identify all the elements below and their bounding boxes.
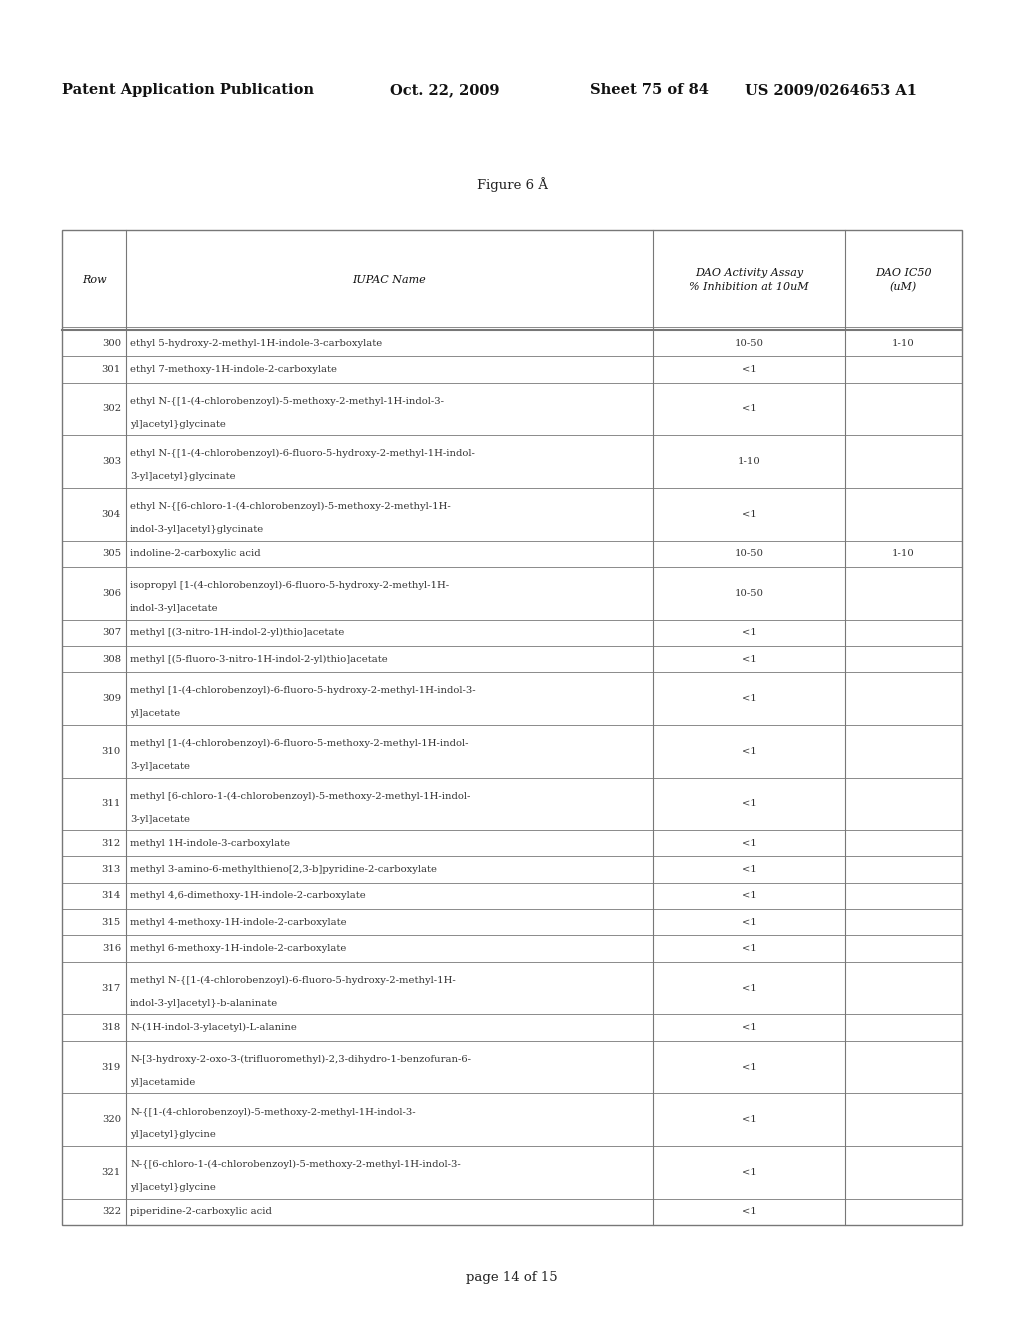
Text: Patent Application Publication: Patent Application Publication	[62, 83, 314, 96]
Text: indol-3-yl]acetyl}glycinate: indol-3-yl]acetyl}glycinate	[130, 525, 264, 535]
Text: <1: <1	[741, 628, 757, 638]
Text: Oct. 22, 2009: Oct. 22, 2009	[390, 83, 500, 96]
Text: DAO IC50: DAO IC50	[876, 268, 932, 279]
Text: 307: 307	[101, 628, 121, 638]
Bar	[62, 230, 962, 1225]
Text: N-{[6-chloro-1-(4-chlorobenzoyl)-5-methoxy-2-methyl-1H-indol-3-: N-{[6-chloro-1-(4-chlorobenzoyl)-5-metho…	[130, 1160, 461, 1170]
Text: 313: 313	[101, 865, 121, 874]
Text: ethyl 5-hydroxy-2-methyl-1H-indole-3-carboxylate: ethyl 5-hydroxy-2-methyl-1H-indole-3-car…	[130, 339, 382, 347]
Text: 321: 321	[101, 1168, 121, 1177]
Text: yl]acetamide: yl]acetamide	[130, 1077, 196, 1086]
Text: 1-10: 1-10	[737, 457, 761, 466]
Text: 303: 303	[101, 457, 121, 466]
Text: <1: <1	[741, 917, 757, 927]
Text: isopropyl [1-(4-chlorobenzoyl)-6-fluoro-5-hydroxy-2-methyl-1H-: isopropyl [1-(4-chlorobenzoyl)-6-fluoro-…	[130, 581, 450, 590]
Text: yl]acetyl}glycine: yl]acetyl}glycine	[130, 1130, 216, 1139]
Text: 317: 317	[101, 983, 121, 993]
Text: 305: 305	[101, 549, 121, 558]
Text: 1-10: 1-10	[892, 339, 914, 347]
Text: <1: <1	[741, 694, 757, 704]
Text: <1: <1	[741, 1168, 757, 1177]
Text: 10-50: 10-50	[734, 549, 764, 558]
Text: Sheet 75 of 84: Sheet 75 of 84	[590, 83, 709, 96]
Text: 3-yl]acetate: 3-yl]acetate	[130, 762, 190, 771]
Text: <1: <1	[741, 800, 757, 808]
Text: <1: <1	[741, 655, 757, 664]
Text: 300: 300	[101, 339, 121, 347]
Text: Figure 6 Å: Figure 6 Å	[476, 178, 548, 193]
Text: DAO Activity Assay: DAO Activity Assay	[695, 268, 803, 279]
Text: methyl 6-methoxy-1H-indole-2-carboxylate: methyl 6-methoxy-1H-indole-2-carboxylate	[130, 944, 346, 953]
Text: 311: 311	[101, 800, 121, 808]
Text: methyl [(3-nitro-1H-indol-2-yl)thio]acetate: methyl [(3-nitro-1H-indol-2-yl)thio]acet…	[130, 628, 344, 638]
Text: ethyl N-{[1-(4-chlorobenzoyl)-5-methoxy-2-methyl-1H-indol-3-: ethyl N-{[1-(4-chlorobenzoyl)-5-methoxy-…	[130, 397, 444, 405]
Text: methyl [6-chloro-1-(4-chlorobenzoyl)-5-methoxy-2-methyl-1H-indol-: methyl [6-chloro-1-(4-chlorobenzoyl)-5-m…	[130, 792, 470, 801]
Text: US 2009/0264653 A1: US 2009/0264653 A1	[745, 83, 918, 96]
Text: <1: <1	[741, 838, 757, 847]
Text: <1: <1	[741, 865, 757, 874]
Text: 304: 304	[101, 510, 121, 519]
Text: methyl N-{[1-(4-chlorobenzoyl)-6-fluoro-5-hydroxy-2-methyl-1H-: methyl N-{[1-(4-chlorobenzoyl)-6-fluoro-…	[130, 975, 456, 985]
Text: indol-3-yl]acetyl}-b-alaninate: indol-3-yl]acetyl}-b-alaninate	[130, 999, 279, 1007]
Text: <1: <1	[741, 404, 757, 413]
Text: <1: <1	[741, 366, 757, 374]
Text: 318: 318	[101, 1023, 121, 1032]
Text: <1: <1	[741, 1115, 757, 1125]
Text: indol-3-yl]acetate: indol-3-yl]acetate	[130, 605, 219, 612]
Text: 301: 301	[101, 366, 121, 374]
Text: 3-yl]acetate: 3-yl]acetate	[130, 814, 190, 824]
Text: methyl 1H-indole-3-carboxylate: methyl 1H-indole-3-carboxylate	[130, 838, 290, 847]
Text: 10-50: 10-50	[734, 589, 764, 598]
Text: 320: 320	[101, 1115, 121, 1125]
Text: methyl 4-methoxy-1H-indole-2-carboxylate: methyl 4-methoxy-1H-indole-2-carboxylate	[130, 917, 347, 927]
Text: Row: Row	[82, 275, 106, 285]
Text: yl]acetate: yl]acetate	[130, 709, 180, 718]
Text: (uM): (uM)	[890, 282, 918, 292]
Text: ethyl N-{[1-(4-chlorobenzoyl)-6-fluoro-5-hydroxy-2-methyl-1H-indol-: ethyl N-{[1-(4-chlorobenzoyl)-6-fluoro-5…	[130, 449, 475, 458]
Text: 315: 315	[101, 917, 121, 927]
Text: methyl [1-(4-chlorobenzoyl)-6-fluoro-5-hydroxy-2-methyl-1H-indol-3-: methyl [1-(4-chlorobenzoyl)-6-fluoro-5-h…	[130, 686, 475, 696]
Text: 308: 308	[101, 655, 121, 664]
Text: methyl [(5-fluoro-3-nitro-1H-indol-2-yl)thio]acetate: methyl [(5-fluoro-3-nitro-1H-indol-2-yl)…	[130, 655, 388, 664]
Text: 3-yl]acetyl}glycinate: 3-yl]acetyl}glycinate	[130, 473, 236, 482]
Text: 316: 316	[101, 944, 121, 953]
Text: <1: <1	[741, 1063, 757, 1072]
Text: <1: <1	[741, 747, 757, 755]
Text: ethyl 7-methoxy-1H-indole-2-carboxylate: ethyl 7-methoxy-1H-indole-2-carboxylate	[130, 366, 337, 374]
Text: 306: 306	[102, 589, 121, 598]
Text: 310: 310	[101, 747, 121, 755]
Text: methyl 4,6-dimethoxy-1H-indole-2-carboxylate: methyl 4,6-dimethoxy-1H-indole-2-carboxy…	[130, 891, 366, 900]
Text: 319: 319	[101, 1063, 121, 1072]
Text: N-(1H-indol-3-ylacetyl)-L-alanine: N-(1H-indol-3-ylacetyl)-L-alanine	[130, 1023, 297, 1032]
Text: 322: 322	[101, 1208, 121, 1216]
Text: 314: 314	[101, 891, 121, 900]
Text: % Inhibition at 10uM: % Inhibition at 10uM	[689, 282, 809, 292]
Text: IUPAC Name: IUPAC Name	[352, 275, 426, 285]
Text: yl]acetyl}glycinate: yl]acetyl}glycinate	[130, 420, 226, 429]
Text: 309: 309	[101, 694, 121, 704]
Text: <1: <1	[741, 1208, 757, 1216]
Text: page 14 of 15: page 14 of 15	[466, 1271, 558, 1284]
Text: methyl [1-(4-chlorobenzoyl)-6-fluoro-5-methoxy-2-methyl-1H-indol-: methyl [1-(4-chlorobenzoyl)-6-fluoro-5-m…	[130, 739, 469, 748]
Text: <1: <1	[741, 983, 757, 993]
Text: <1: <1	[741, 1023, 757, 1032]
Text: piperidine-2-carboxylic acid: piperidine-2-carboxylic acid	[130, 1208, 272, 1216]
Text: 302: 302	[101, 404, 121, 413]
Text: 312: 312	[101, 838, 121, 847]
Text: N-[3-hydroxy-2-oxo-3-(trifluoromethyl)-2,3-dihydro-1-benzofuran-6-: N-[3-hydroxy-2-oxo-3-(trifluoromethyl)-2…	[130, 1055, 471, 1064]
Text: 1-10: 1-10	[892, 549, 914, 558]
Text: <1: <1	[741, 944, 757, 953]
Text: yl]acetyl}glycine: yl]acetyl}glycine	[130, 1183, 216, 1192]
Text: <1: <1	[741, 510, 757, 519]
Text: methyl 3-amino-6-methylthieno[2,3-b]pyridine-2-carboxylate: methyl 3-amino-6-methylthieno[2,3-b]pyri…	[130, 865, 437, 874]
Text: indoline-2-carboxylic acid: indoline-2-carboxylic acid	[130, 549, 261, 558]
Text: N-{[1-(4-chlorobenzoyl)-5-methoxy-2-methyl-1H-indol-3-: N-{[1-(4-chlorobenzoyl)-5-methoxy-2-meth…	[130, 1107, 416, 1117]
Text: ethyl N-{[6-chloro-1-(4-chlorobenzoyl)-5-methoxy-2-methyl-1H-: ethyl N-{[6-chloro-1-(4-chlorobenzoyl)-5…	[130, 502, 451, 511]
Text: 10-50: 10-50	[734, 339, 764, 347]
Text: <1: <1	[741, 891, 757, 900]
